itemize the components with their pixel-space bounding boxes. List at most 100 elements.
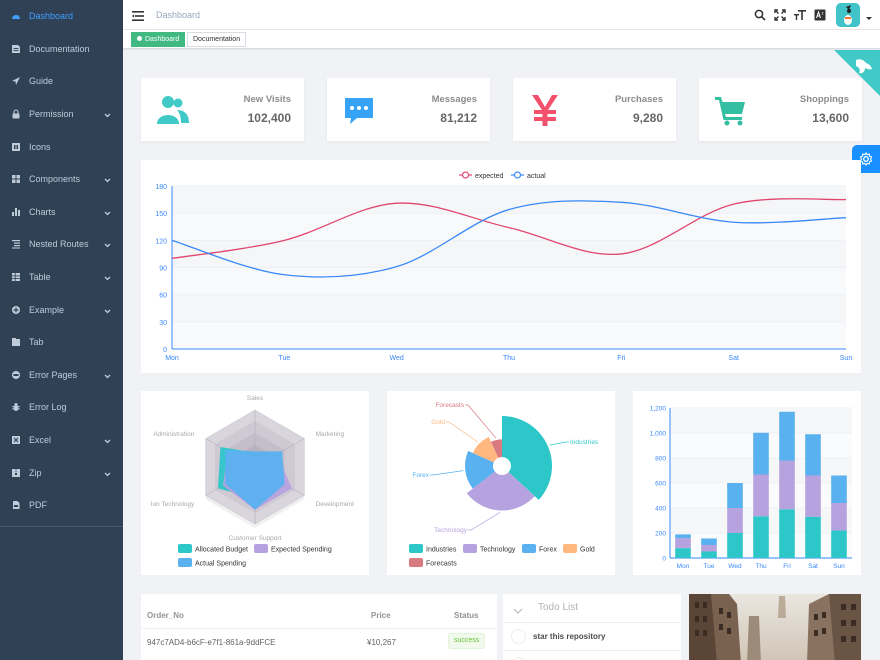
fullscreen-icon[interactable] xyxy=(774,9,786,21)
pie-label-line xyxy=(468,512,501,531)
legend-item-expected: expected xyxy=(459,171,504,180)
tag-dashboard[interactable]: Dashboard xyxy=(131,32,186,47)
shopping-icon xyxy=(715,94,747,126)
legend-item-actual: actual xyxy=(511,171,546,180)
avatar[interactable] xyxy=(836,3,860,27)
panel-purchases[interactable]: Purchases 9,280 xyxy=(513,78,676,141)
pie-label: Industries xyxy=(570,439,599,446)
bar-segment xyxy=(675,538,691,549)
sidebar-item-nested-routes[interactable]: Nested Routes xyxy=(0,228,123,261)
hamburger-icon[interactable] xyxy=(132,9,144,21)
sidebar-item-charts[interactable]: Charts xyxy=(0,196,123,229)
sidebar-item-pdf[interactable]: PDF xyxy=(0,489,123,522)
tags-view: Dashboard Documentation xyxy=(123,30,880,49)
x-tick-label: Fri xyxy=(617,355,626,362)
sidebar-item-label: Components xyxy=(29,174,81,185)
pdf-icon xyxy=(11,500,21,510)
legend-item: Technology xyxy=(463,544,516,554)
todo-checkbox[interactable] xyxy=(511,629,526,644)
size-icon[interactable] xyxy=(794,9,806,21)
sidebar-item-tab[interactable]: Tab xyxy=(0,326,123,359)
language-icon[interactable]: z xyxy=(814,9,826,21)
legend-item: Industries xyxy=(409,544,457,554)
tab-icon xyxy=(11,337,21,347)
dashboard-icon xyxy=(11,11,21,21)
legend-label: actual xyxy=(527,173,546,180)
sidebar-item-guide[interactable]: Guide xyxy=(0,65,123,98)
todo-title[interactable]: Todo List xyxy=(538,602,579,613)
grid-band xyxy=(172,321,846,349)
radar-indicator-label: Development xyxy=(316,501,354,508)
table-divider xyxy=(141,628,497,629)
sidebar-item-label: PDF xyxy=(29,500,47,511)
toggle-all-icon[interactable] xyxy=(513,603,523,614)
pie-label: Forex xyxy=(412,472,429,479)
sidebar-item-table[interactable]: Table xyxy=(0,261,123,294)
tag-documentation-label: Documentation xyxy=(193,36,241,43)
panel-title: Messages xyxy=(431,94,477,105)
components-icon xyxy=(11,174,21,184)
search-icon[interactable] xyxy=(754,9,766,21)
navbar: Dashboard z xyxy=(123,0,880,30)
sidebar-item-zip[interactable]: Zip xyxy=(0,456,123,489)
sidebar-item-icons[interactable]: Icons xyxy=(0,130,123,163)
sidebar-item-dashboard[interactable]: Dashboard xyxy=(0,0,123,33)
github-corner[interactable] xyxy=(834,50,880,96)
photo-card xyxy=(689,594,861,660)
bar-segment xyxy=(727,508,743,533)
x-tick-label: Mon xyxy=(677,563,690,570)
bar-segment xyxy=(831,503,847,531)
sidebar-item-excel[interactable]: Excel xyxy=(0,424,123,457)
tag-documentation[interactable]: Documentation xyxy=(187,32,247,47)
line-chart-card: 0 30 60 90 120 150 180 Mon Tue Wed Thu Fri Sat Sun exp… xyxy=(141,160,861,373)
sidebar-item-permission[interactable]: Permission xyxy=(0,98,123,131)
table-cell-order: 947c7AD4-b6cF-e7f1-861a-9ddFCE xyxy=(147,638,276,647)
sidebar-item-error-log[interactable]: Error Log xyxy=(0,391,123,424)
legend-label: Allocated Budget xyxy=(195,547,248,554)
todo-item: star this repository xyxy=(503,623,681,651)
x-tick-label: Tue xyxy=(278,355,290,362)
bar-segment xyxy=(831,530,847,558)
chart-icon xyxy=(11,207,21,217)
sidebar-item-label: Documentation xyxy=(29,43,90,54)
legend-swatch xyxy=(563,544,577,553)
x-tick-label: Tue xyxy=(704,563,715,570)
todo-item xyxy=(503,651,681,660)
sidebar-item-components[interactable]: Components xyxy=(0,163,123,196)
sidebar-item-label: Zip xyxy=(29,467,42,478)
bug-icon xyxy=(11,402,21,412)
radar-indicator-label: Customer Support xyxy=(229,535,282,542)
chevron-down-icon xyxy=(104,469,111,477)
pie-chart-card: Industries Technology Forex Gold Forecasts In… xyxy=(387,391,615,575)
bar-segment xyxy=(727,533,743,558)
guide-icon xyxy=(11,76,21,86)
chevron-down-icon xyxy=(104,371,111,379)
y-tick-label: 1,000 xyxy=(650,431,667,438)
panel-messages[interactable]: Messages 81,212 xyxy=(327,78,490,141)
pie-slice-forecasts xyxy=(490,439,502,458)
caret-down-icon[interactable] xyxy=(864,10,874,20)
sidebar-item-example[interactable]: Example xyxy=(0,293,123,326)
x-tick-label: Sat xyxy=(728,355,739,362)
sidebar-item-label: Dashboard xyxy=(29,11,74,22)
x-tick-label: Mon xyxy=(165,355,179,362)
status-badge: success xyxy=(448,633,486,649)
legend-label: Technology xyxy=(480,547,516,554)
sidebar-item-label: Tab xyxy=(29,337,44,348)
pie-label: Gold xyxy=(431,419,445,426)
x-tick-label: Sun xyxy=(833,563,845,570)
panel-shoppings[interactable]: Shoppings 13,600 xyxy=(699,78,862,141)
bar-segment xyxy=(753,474,769,517)
panel-new-visits[interactable]: New Visits 102,400 xyxy=(141,78,304,141)
sidebar-item-error-pages[interactable]: Error Pages xyxy=(0,359,123,392)
tag-dot xyxy=(137,36,142,41)
legend-swatch xyxy=(463,544,477,553)
transaction-table: Order_No Price Status 947c7AD4-b6cF-e7f1… xyxy=(141,594,497,660)
sidebar-item-documentation[interactable]: Documentation xyxy=(0,33,123,66)
todo-item-text[interactable]: star this repository xyxy=(533,632,606,641)
radar-indicator-label: Ion Technology xyxy=(151,501,195,508)
radar-indicator-label: Sales xyxy=(247,395,264,402)
pie-label-line xyxy=(549,441,569,446)
nested-icon xyxy=(11,239,21,249)
sidebar: Dashboard Documentation Guide Permission Ico… xyxy=(0,0,123,660)
